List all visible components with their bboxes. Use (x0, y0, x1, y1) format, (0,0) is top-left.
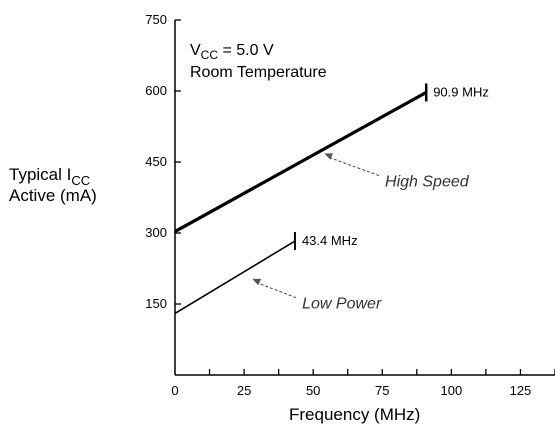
y-tick-label: 750 (145, 12, 167, 27)
vcc-condition: VCC = 5.0 V (190, 42, 274, 62)
x-axis-title: Frequency (MHz) (289, 405, 420, 424)
series-layer: 90.9 MHz High Speed 43.4 MHz Low Power (174, 83, 489, 315)
y-axis-title-line2: Active (mA) (9, 186, 97, 205)
x-tick-label: 25 (237, 383, 251, 398)
y-ticks: 150 300 450 600 750 (145, 12, 181, 311)
x-tick-label: 0 (171, 383, 178, 398)
series-line (174, 240, 296, 315)
y-tick-label: 600 (145, 83, 167, 98)
temperature-condition: Room Temperature (190, 64, 327, 81)
x-ticks: 0 25 50 75 100 125 (171, 369, 555, 398)
series-arrowhead (324, 153, 333, 160)
y-tick-label: 150 (145, 296, 167, 311)
series-line (174, 91, 427, 233)
series-arrowhead (252, 278, 262, 286)
x-tick-label: 75 (375, 383, 389, 398)
series-arrow-line (329, 157, 380, 177)
y-tick-label: 450 (145, 154, 167, 169)
series-end-label: 43.4 MHz (302, 233, 358, 248)
series-label: High Speed (385, 174, 470, 191)
series-label: Low Power (302, 296, 382, 313)
y-axis-title-line1: Typical ICC (9, 165, 90, 188)
series-arrow-line (257, 282, 297, 299)
series-end-label: 90.9 MHz (433, 84, 489, 99)
y-tick-label: 300 (145, 225, 167, 240)
x-tick-label: 50 (306, 383, 320, 398)
x-tick-label: 125 (510, 383, 532, 398)
x-tick-label: 100 (441, 383, 463, 398)
